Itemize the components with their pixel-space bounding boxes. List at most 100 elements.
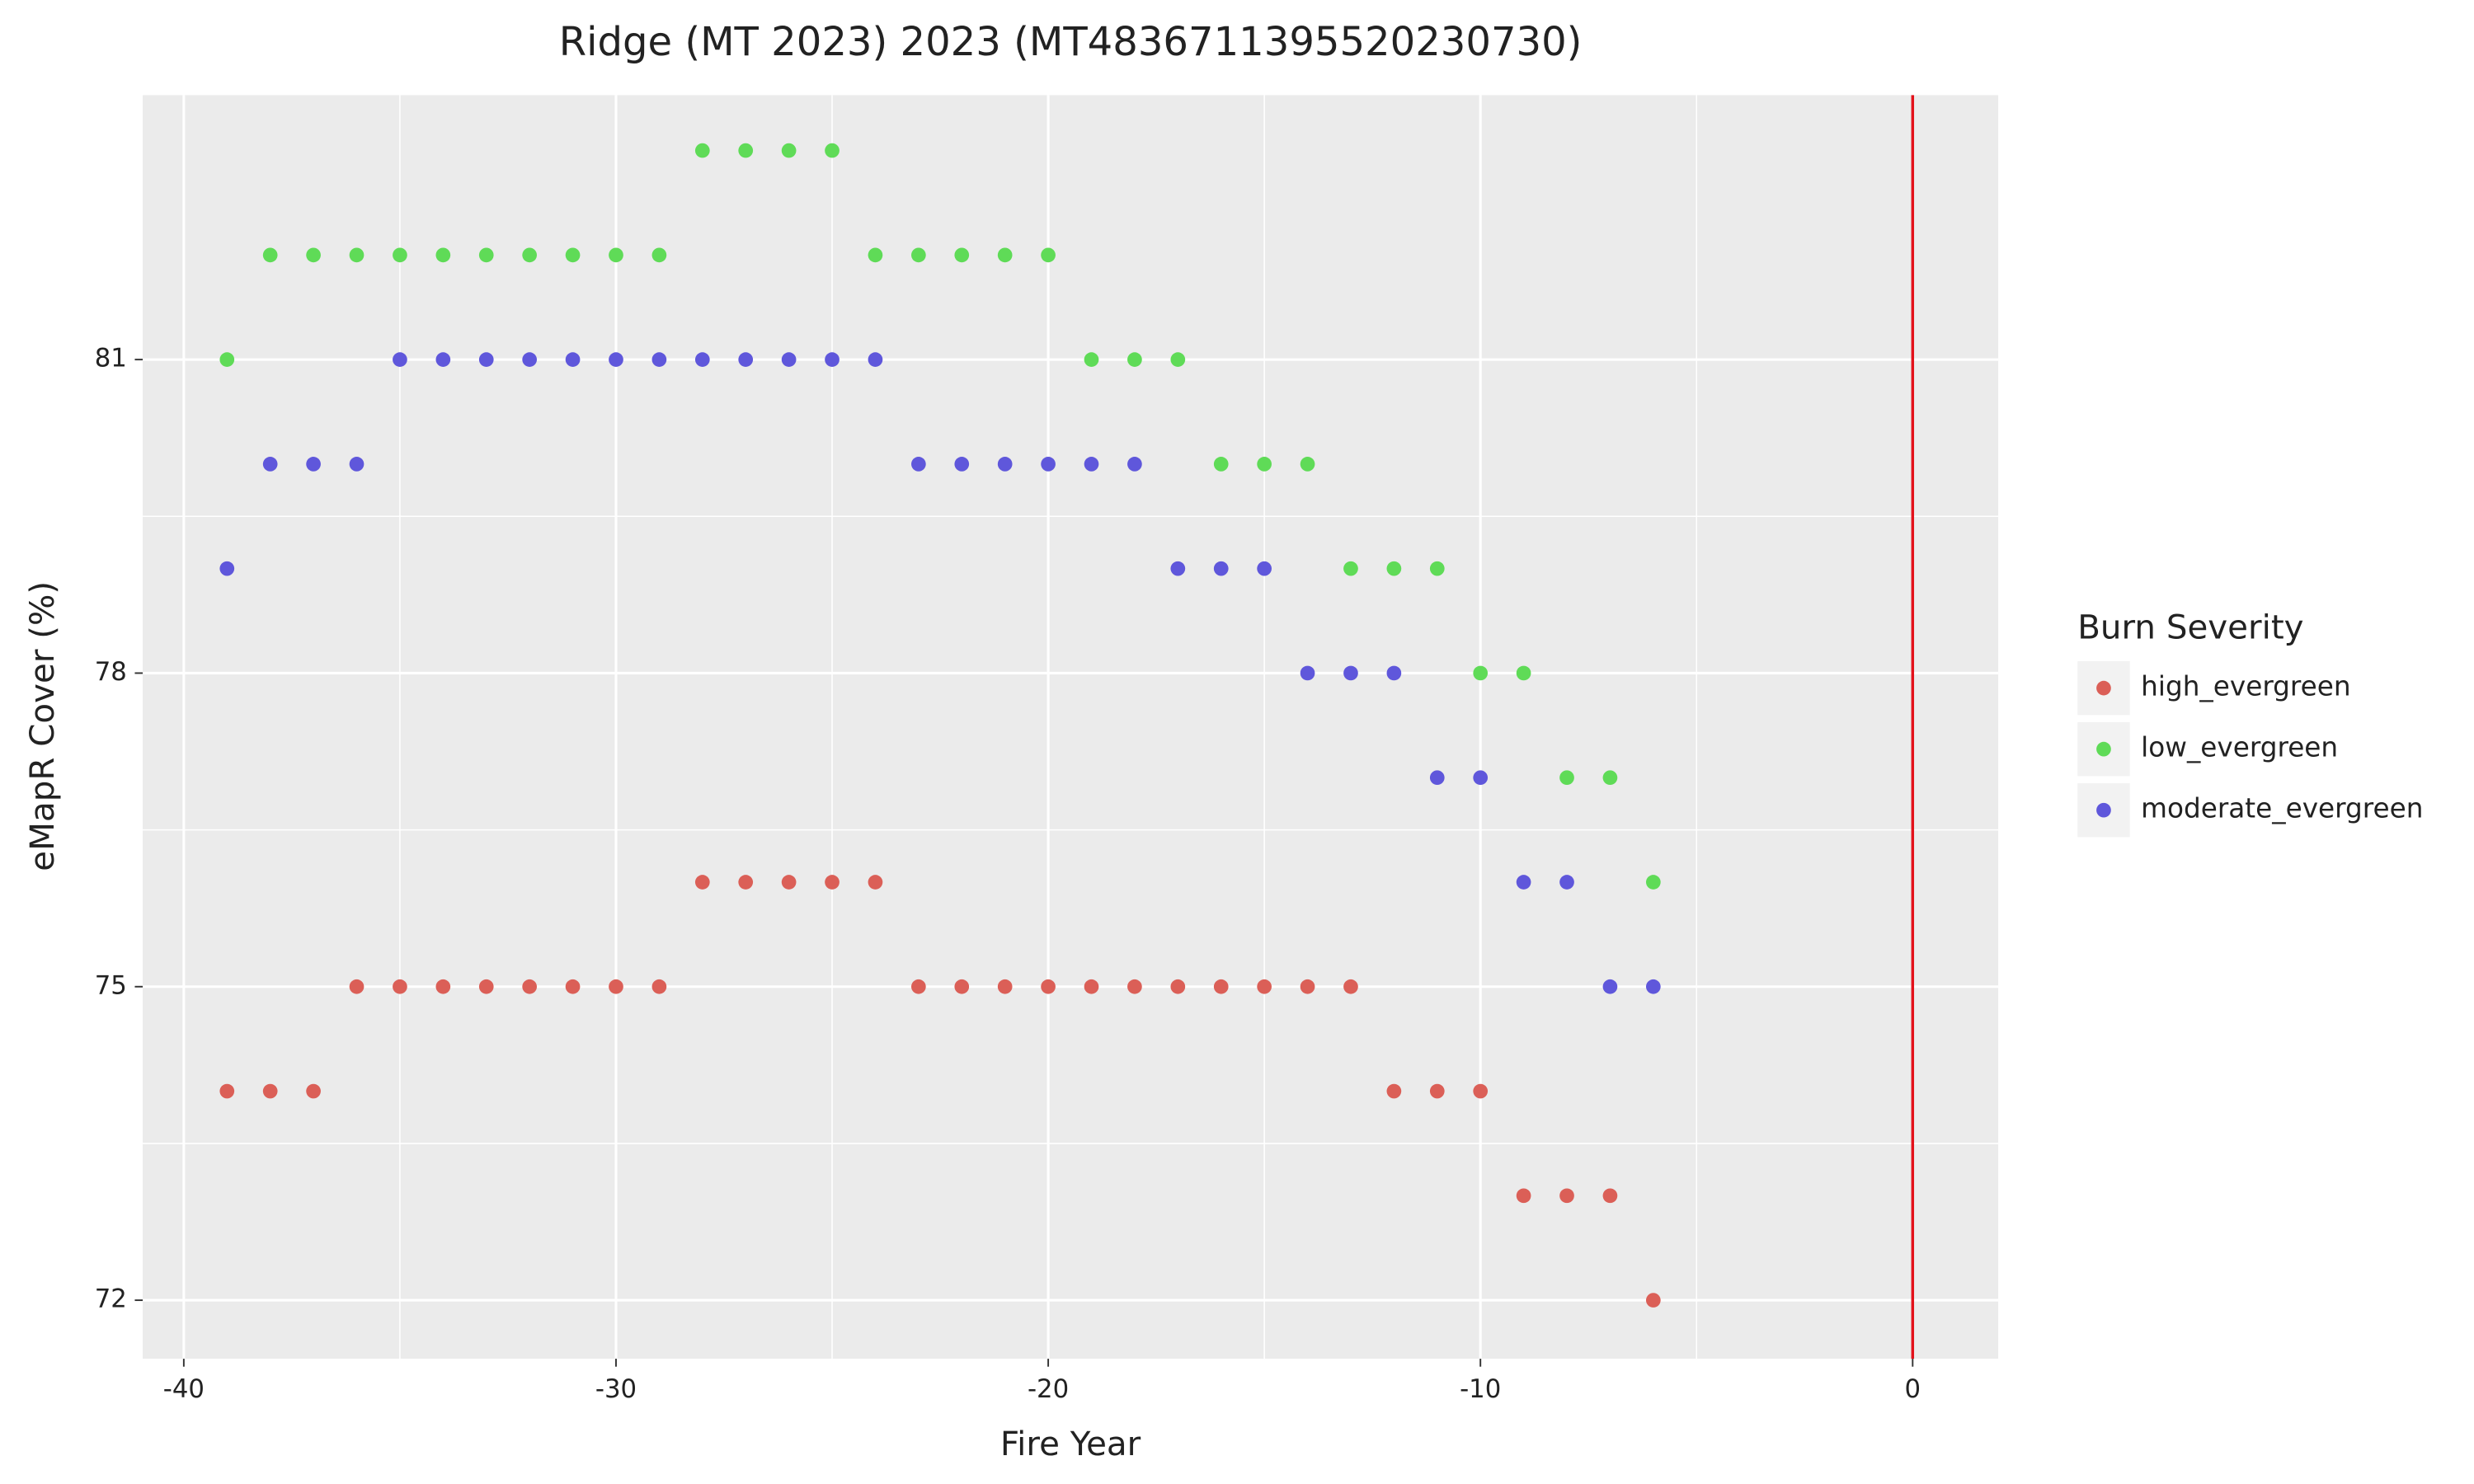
legend-marker xyxy=(2096,802,2111,818)
point xyxy=(1645,1293,1661,1308)
point xyxy=(435,247,451,263)
point xyxy=(522,352,538,367)
point xyxy=(262,457,278,472)
point xyxy=(609,979,623,994)
point xyxy=(1257,979,1272,994)
point xyxy=(1602,979,1618,994)
point xyxy=(694,143,710,158)
point xyxy=(565,247,581,263)
legend-marker xyxy=(2096,741,2111,757)
point xyxy=(825,143,840,158)
point xyxy=(219,1083,235,1099)
point xyxy=(738,352,754,367)
point xyxy=(522,979,538,994)
point xyxy=(651,247,667,263)
point xyxy=(694,875,710,890)
point xyxy=(868,352,883,367)
point xyxy=(1213,979,1229,994)
point xyxy=(738,875,754,890)
point xyxy=(1516,875,1531,890)
point xyxy=(478,979,494,994)
point xyxy=(1386,561,1402,576)
point xyxy=(565,352,581,367)
point xyxy=(911,247,926,263)
x-tick-label: -10 xyxy=(1460,1374,1501,1404)
point xyxy=(1343,665,1358,681)
legend-label: moderate_evergreen xyxy=(2141,793,2423,824)
point xyxy=(435,979,451,994)
point xyxy=(1559,770,1574,786)
point xyxy=(954,247,970,263)
point xyxy=(1473,770,1489,786)
point xyxy=(349,457,365,472)
point xyxy=(997,979,1013,994)
point xyxy=(219,352,235,367)
point xyxy=(1429,561,1445,576)
point xyxy=(1645,875,1661,890)
point xyxy=(306,457,321,472)
point xyxy=(1645,979,1661,994)
y-tick-label: 81 xyxy=(95,344,127,373)
point xyxy=(262,247,278,263)
point xyxy=(1473,1083,1489,1099)
legend-title: Burn Severity xyxy=(2077,608,2303,646)
point xyxy=(1084,979,1099,994)
point xyxy=(1127,457,1142,472)
point xyxy=(651,979,667,994)
point xyxy=(1559,1188,1574,1204)
point xyxy=(997,457,1013,472)
point xyxy=(1559,875,1574,890)
point xyxy=(1300,979,1315,994)
y-tick-label: 78 xyxy=(95,657,127,687)
x-tick-label: -20 xyxy=(1028,1374,1069,1404)
point xyxy=(393,352,407,367)
point xyxy=(694,352,710,367)
point xyxy=(1127,979,1142,994)
point xyxy=(911,979,926,994)
point xyxy=(825,352,840,367)
point xyxy=(1170,979,1186,994)
point xyxy=(1213,457,1229,472)
point xyxy=(997,247,1013,263)
point xyxy=(1602,1188,1618,1204)
point xyxy=(306,1083,321,1099)
point xyxy=(1127,352,1142,367)
plot-panel xyxy=(143,95,1999,1360)
point xyxy=(1257,561,1272,576)
point xyxy=(609,247,623,263)
point xyxy=(393,247,407,263)
point xyxy=(349,979,365,994)
point xyxy=(1516,665,1531,681)
point xyxy=(868,875,883,890)
legend-marker xyxy=(2096,680,2111,696)
chart-title: Ridge (MT 2023) 2023 (MT4836711395520230… xyxy=(559,19,1583,65)
point xyxy=(1473,665,1489,681)
point xyxy=(1084,352,1099,367)
point xyxy=(1170,352,1186,367)
point xyxy=(262,1083,278,1099)
point xyxy=(651,352,667,367)
point xyxy=(1516,1188,1531,1204)
point xyxy=(219,561,235,576)
point xyxy=(478,352,494,367)
point xyxy=(1429,770,1445,786)
point xyxy=(1429,1083,1445,1099)
point xyxy=(954,979,970,994)
point xyxy=(349,247,365,263)
x-tick-label: -40 xyxy=(163,1374,205,1404)
point xyxy=(1343,979,1358,994)
point xyxy=(1213,561,1229,576)
point xyxy=(825,875,840,890)
point xyxy=(1386,665,1402,681)
y-tick-label: 72 xyxy=(95,1284,127,1314)
point xyxy=(1300,665,1315,681)
point xyxy=(435,352,451,367)
point xyxy=(1041,457,1056,472)
point xyxy=(781,352,797,367)
point xyxy=(609,352,623,367)
x-tick-label: 0 xyxy=(1905,1374,1921,1404)
point xyxy=(911,457,926,472)
x-axis-label: Fire Year xyxy=(1000,1425,1141,1463)
legend-label: low_evergreen xyxy=(2141,732,2338,763)
